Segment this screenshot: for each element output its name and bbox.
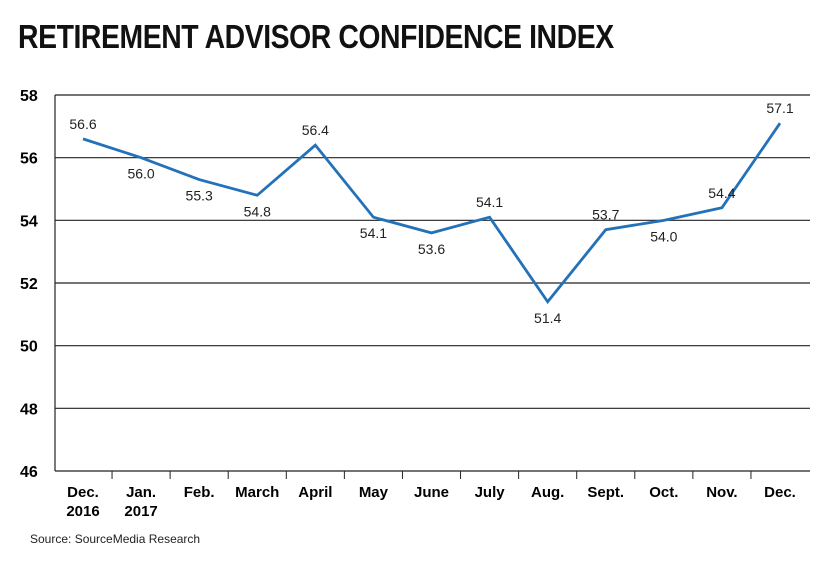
x-tick-label-line: Nov. — [706, 484, 737, 501]
x-tick-label: Feb. — [184, 484, 215, 501]
data-label: 57.1 — [766, 100, 793, 116]
x-tick-label-line: Dec. — [67, 484, 99, 501]
x-tick-label: May — [359, 484, 389, 501]
x-tick-label: Jan. 2017 — [124, 484, 157, 520]
data-label: 53.7 — [592, 207, 619, 223]
y-tick-label: 54 — [20, 213, 38, 230]
x-tick-label-line: Jan. — [126, 484, 156, 501]
y-tick-label: 52 — [20, 276, 38, 293]
y-tick-label: 46 — [20, 464, 38, 481]
data-label: 54.1 — [476, 194, 503, 210]
series-line — [82, 122, 782, 305]
x-tick-label-line: June — [414, 484, 449, 501]
y-tick-label: 48 — [20, 401, 38, 418]
x-tick-label-line: July — [475, 484, 506, 501]
x-tick-label-line: Aug. — [531, 484, 564, 501]
x-tick-label: Aug. — [531, 484, 564, 501]
data-label: 51.4 — [534, 310, 561, 326]
x-tick-label-line: May — [359, 484, 389, 501]
x-tick-label-line: April — [298, 484, 332, 501]
data-label: 54.1 — [360, 225, 387, 241]
data-label: 54.0 — [650, 228, 677, 244]
data-label: 56.0 — [127, 166, 154, 182]
x-tick-label: Sept. — [587, 484, 624, 501]
x-tick-label: Nov. — [706, 484, 737, 501]
x-tick-label: April — [298, 484, 332, 501]
y-tick-label: 56 — [20, 151, 38, 168]
data-label: 56.6 — [69, 116, 96, 132]
data-label: 54.8 — [244, 203, 271, 219]
data-label: 54.4 — [708, 185, 735, 201]
x-tick-label-line: March — [235, 484, 279, 501]
x-tick-label-line: 2016 — [66, 503, 99, 520]
x-tick-label-line: Dec. — [764, 484, 796, 501]
data-label: 56.4 — [302, 122, 329, 138]
x-tick-label-line: Oct. — [649, 484, 678, 501]
y-tick-label: 50 — [20, 339, 38, 356]
x-tick-label-line: 2017 — [124, 503, 157, 520]
x-tick-label: Dec. 2016 — [66, 484, 99, 520]
data-label: 55.3 — [186, 188, 213, 204]
x-tick-label: March — [235, 484, 279, 501]
data-label: 53.6 — [418, 241, 445, 257]
x-tick-label: July — [475, 484, 506, 501]
chart-title: RETIREMENT ADVISOR CONFIDENCE INDEX — [18, 18, 614, 55]
source-note: Source: SourceMedia Research — [30, 532, 201, 546]
x-tick-label-line: Sept. — [587, 484, 624, 501]
x-tick-label-line: Feb. — [184, 484, 215, 501]
y-tick-label: 58 — [20, 88, 38, 105]
x-tick-label: Oct. — [649, 484, 678, 501]
x-tick-label: June — [414, 484, 449, 501]
x-tick-label: Dec. — [764, 484, 796, 501]
